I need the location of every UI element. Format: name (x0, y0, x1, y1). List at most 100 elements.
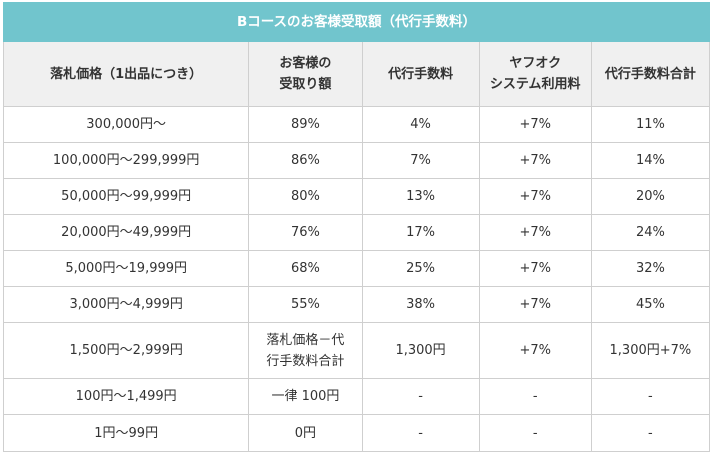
cell-total-fee: 11% (590, 106, 711, 143)
cell-price-range: 100円〜1,499円 (2, 378, 250, 415)
table-row: 20,000円〜49,999円 76% 17% +7% 24% (2, 214, 711, 251)
table-row: 100円〜1,499円 一律 100円 - - - (2, 378, 711, 415)
fee-table: Bコースのお客様受取額（代行手数料） 落札価格（1出品につき） お客様の 受取り額 代… (2, 2, 711, 452)
cell-text-line: 14% (635, 153, 665, 168)
cell-agency-fee: 25% (361, 250, 480, 287)
cell-total-fee: 45% (590, 286, 711, 323)
cell-text-line: 38% (406, 297, 436, 312)
cell-system-fee: - (478, 378, 592, 415)
table-row: 3,000円〜4,999円 55% 38% +7% 45% (2, 286, 711, 323)
cell-text-line: 89% (290, 117, 320, 132)
cell-text-line: +7% (519, 343, 551, 358)
table-row: 1円〜99円 0円 - - - (2, 414, 711, 452)
cell-text-line: 落札価格（1出品につき） (50, 66, 203, 82)
cell-text-line: 受取り額 (279, 77, 332, 92)
cell-text-line: 1,300円+7% (609, 343, 692, 358)
cell-text-line: 76% (290, 225, 320, 240)
cell-text-line: 11% (635, 117, 665, 132)
cell-text-line: - (418, 425, 423, 441)
cell-total-fee: 32% (590, 250, 711, 287)
cell-agency-fee: 17% (361, 214, 480, 251)
cell-total-fee: - (590, 414, 711, 452)
cell-text-line: - (648, 425, 653, 441)
cell-system-fee: +7% (478, 178, 592, 215)
cell-text-line: 1,300円 (395, 343, 446, 358)
cell-text-line: 32% (635, 261, 665, 276)
cell-customer-receipt: 86% (248, 142, 363, 179)
table-row: 5,000円〜19,999円 68% 25% +7% 32% (2, 250, 711, 287)
cell-text-line: 代行手数料 (388, 66, 454, 82)
cell-text-line: 24% (635, 225, 665, 240)
cell-customer-receipt: 89% (248, 106, 363, 143)
cell-text-line: 代行手数料合計 (604, 66, 696, 82)
cell-text-line: - (532, 425, 538, 441)
cell-text-line: 55% (290, 297, 320, 312)
cell-system-fee: +7% (478, 214, 592, 251)
cell-total-fee: 24% (590, 214, 711, 251)
table-title-row: Bコースのお客様受取額（代行手数料） (3, 2, 710, 42)
cell-text-line: 300,000円〜 (86, 117, 167, 132)
cell-text-line: 5,000円〜19,999円 (65, 261, 188, 276)
cell-text-line: 1,500円〜2,999円 (69, 343, 183, 358)
cell-price-range: 3,000円〜4,999円 (2, 286, 250, 323)
cell-total-fee: 1,300円+7% (590, 322, 711, 379)
cell-customer-receipt: 80% (248, 178, 363, 215)
cell-text-line: 3,000円〜4,999円 (69, 297, 183, 312)
cell-text-line: 4% (410, 117, 431, 132)
table-body: 300,000円〜 89% 4% +7% 11% 100,000円〜299,999円 86%… (2, 106, 711, 452)
cell-text-line: 20% (635, 189, 665, 204)
cell-text-line: 17% (406, 225, 436, 240)
cell-price-range: 50,000円〜99,999円 (2, 178, 250, 215)
header-winning-bid: 落札価格（1出品につき） (2, 41, 250, 107)
cell-text-line: 13% (406, 189, 436, 204)
cell-system-fee: +7% (478, 250, 592, 287)
cell-system-fee: +7% (478, 286, 592, 323)
cell-price-range: 1,500円〜2,999円 (2, 322, 250, 379)
cell-text-line: 20,000円〜49,999円 (61, 225, 192, 240)
cell-price-range: 20,000円〜49,999円 (2, 214, 250, 251)
header-yahoo-system-fee: ヤフオク システム利用料 (478, 41, 592, 107)
cell-price-range: 300,000円〜 (2, 106, 250, 143)
cell-text-line: 行手数料合計 (266, 353, 345, 369)
cell-customer-receipt: 落札価格－代 行手数料合計 (248, 322, 363, 379)
cell-text-line: +7% (519, 261, 551, 276)
table-row: 300,000円〜 89% 4% +7% 11% (2, 106, 711, 143)
table-title: Bコースのお客様受取額（代行手数料） (3, 2, 710, 42)
cell-customer-receipt: 一律 100円 (248, 378, 363, 415)
table-row: 50,000円〜99,999円 80% 13% +7% 20% (2, 178, 711, 215)
header-total-fee: 代行手数料合計 (590, 41, 711, 107)
cell-total-fee: 14% (590, 142, 711, 179)
table-row: 1,500円〜2,999円 落札価格－代 行手数料合計 1,300円 +7% 1,300円… (2, 322, 711, 379)
cell-agency-fee: 13% (361, 178, 480, 215)
header-agency-fee: 代行手数料 (361, 41, 480, 107)
cell-text-line: 80% (290, 189, 320, 204)
cell-price-range: 100,000円〜299,999円 (2, 142, 250, 179)
cell-total-fee: 20% (590, 178, 711, 215)
cell-text-line: 100,000円〜299,999円 (52, 153, 200, 168)
cell-text-line: +7% (519, 225, 551, 240)
cell-agency-fee: - (361, 414, 480, 452)
cell-text-line: +7% (519, 117, 551, 132)
cell-text-line: 86% (290, 153, 320, 168)
cell-text-line: 7% (410, 153, 431, 168)
cell-text-line: - (648, 389, 653, 404)
cell-text-line: 68% (290, 261, 320, 276)
header-customer-receipt: お客様の 受取り額 (248, 41, 363, 107)
cell-text-line: ヤフオク (509, 56, 562, 71)
cell-text-line: 0円 (294, 425, 317, 441)
cell-text-line: 45% (635, 297, 665, 312)
cell-agency-fee: 7% (361, 142, 480, 179)
cell-agency-fee: - (361, 378, 480, 415)
table-header-row: 落札価格（1出品につき） お客様の 受取り額 代行手数料 ヤフオク システム利用料 代行手数… (2, 41, 711, 107)
cell-customer-receipt: 76% (248, 214, 363, 251)
cell-text-line: +7% (519, 153, 551, 168)
cell-total-fee: - (590, 378, 711, 415)
cell-agency-fee: 1,300円 (361, 322, 480, 379)
cell-price-range: 1円〜99円 (2, 414, 250, 452)
cell-customer-receipt: 68% (248, 250, 363, 287)
cell-price-range: 5,000円〜19,999円 (2, 250, 250, 287)
cell-text-line: 落札価格－代 (266, 332, 345, 348)
cell-text-line: 50,000円〜99,999円 (61, 189, 192, 204)
cell-text-line: - (418, 389, 423, 404)
cell-customer-receipt: 0円 (248, 414, 363, 452)
